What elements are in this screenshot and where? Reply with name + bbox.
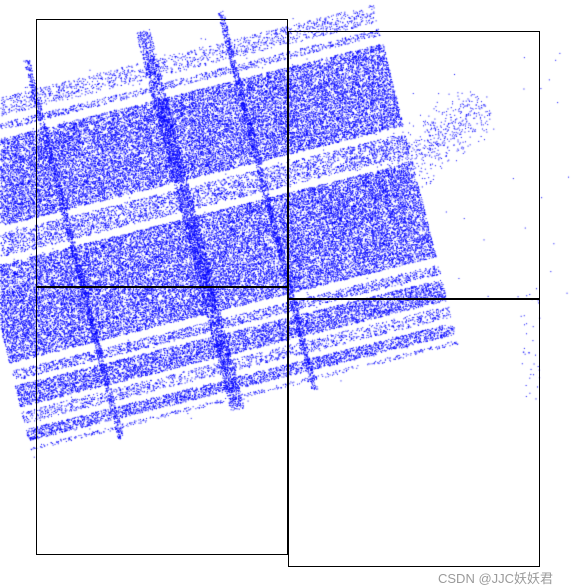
tile-bottom-left [36,287,288,555]
tile-top-left [36,19,288,287]
tile-top-right [288,31,540,299]
watermark-text: CSDN @JJC妖妖君 [438,568,553,587]
tile-bottom-right [288,299,540,567]
